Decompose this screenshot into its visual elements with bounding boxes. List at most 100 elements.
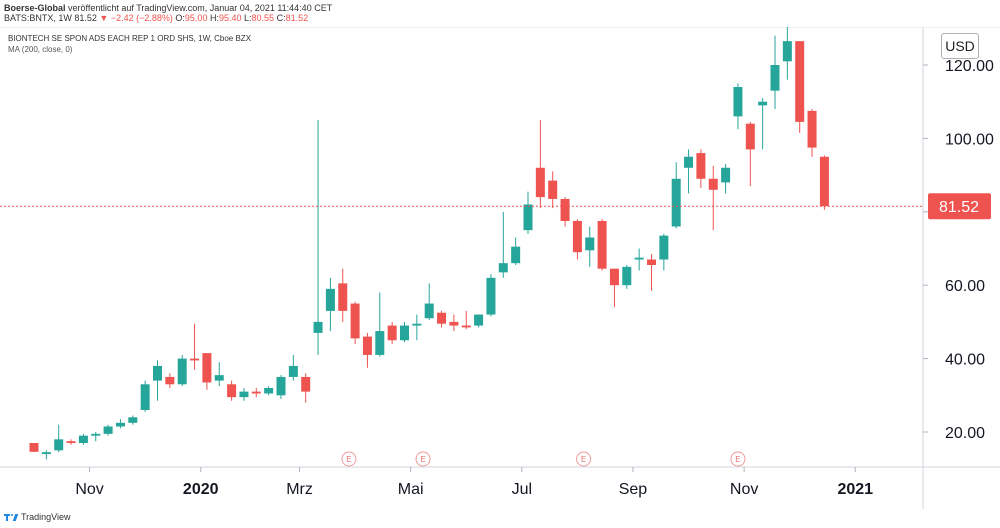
candle-body [424, 303, 434, 319]
candle-body [338, 283, 348, 311]
candle-body [733, 87, 743, 117]
candle-body [684, 156, 694, 168]
last-price: 81.52 [74, 13, 97, 23]
candle-body [449, 321, 459, 326]
candle-body [461, 325, 471, 328]
candle-body [498, 263, 508, 273]
candle-body [745, 123, 755, 150]
close-value: 81.52 [285, 13, 309, 23]
low-label: L: [244, 13, 252, 23]
down-arrow-icon: ▼ [99, 13, 109, 23]
candle-body [325, 288, 335, 311]
candle-body [29, 443, 39, 452]
y-tick-label: 120.00 [945, 58, 994, 75]
candle-body [227, 384, 237, 398]
candle-body [708, 178, 718, 190]
earnings-marker[interactable] [415, 451, 431, 467]
candle-body [115, 422, 125, 427]
indicator-label[interactable]: MA (200, close, 0) [8, 45, 73, 54]
candle-body [721, 167, 731, 183]
candle-body [362, 336, 372, 355]
candle-body [585, 237, 595, 251]
candle-body [400, 325, 409, 341]
x-tick-label: Jul [512, 481, 532, 498]
earnings-marker[interactable] [576, 451, 592, 467]
earnings-marker-label: E [735, 455, 740, 464]
close-label: C: [276, 13, 286, 23]
candle-body [41, 452, 51, 455]
x-tick-label: Nov [75, 481, 103, 498]
candle-body [758, 101, 768, 106]
candle-body [647, 259, 656, 266]
x-tick-label: 2020 [183, 481, 219, 498]
candle-body [474, 314, 484, 326]
currency-button[interactable]: USD [941, 33, 979, 59]
tradingview-logo-icon [4, 513, 19, 522]
candle-body [597, 220, 607, 269]
candle-body [91, 433, 101, 436]
candle-body [239, 391, 249, 398]
candle-body [54, 439, 64, 451]
earnings-marker-label: E [581, 455, 586, 464]
author-name: Boerse-Global [4, 3, 66, 13]
candle-body [560, 198, 570, 221]
candle-body [659, 235, 669, 260]
footer-brand[interactable]: TradingView [4, 512, 71, 522]
candle-body [301, 376, 311, 392]
earnings-marker[interactable] [341, 451, 357, 467]
candle-body [696, 153, 706, 179]
x-tick-label: Mai [398, 481, 424, 498]
candle-body [103, 426, 113, 434]
publish-date: veröffentlicht auf TradingView.com, Janu… [68, 3, 333, 13]
candle-body [819, 156, 829, 207]
candle-body [66, 441, 76, 444]
candle-body [202, 353, 212, 383]
candle-body [572, 220, 582, 253]
candle-body [511, 246, 521, 264]
brand-name: TradingView [21, 512, 71, 522]
candle-body [214, 375, 224, 381]
price-chart[interactable]: 20.00 40.00 60.00 100.00 120.00 Nov 2020 Mrz Mai… [0, 27, 1000, 509]
publish-info: Boerse-Global veröffentlicht auf Trading… [4, 3, 332, 13]
candle-body [128, 417, 138, 423]
last-price-badge [928, 193, 991, 220]
candle-body [190, 358, 200, 361]
chart-title: BIONTECH SE SPON ADS EACH REP 1 ORD SHS,… [8, 34, 252, 43]
candle-body [535, 167, 545, 198]
candle-body [78, 435, 88, 444]
candle-body [795, 41, 805, 122]
earnings-marker-label: E [420, 455, 425, 464]
candle-body [313, 321, 323, 333]
candle-body [634, 257, 644, 260]
earnings-marker-label: E [346, 455, 351, 464]
candle-body [609, 268, 619, 286]
y-tick-label: 60.00 [945, 278, 985, 295]
y-tick-label: 20.00 [945, 425, 985, 442]
candle-body [251, 391, 261, 394]
symbol-label: BATS:BNTX, 1W [4, 13, 72, 23]
open-label: O: [175, 13, 185, 23]
candle-body [412, 323, 422, 326]
earnings-marker[interactable] [730, 451, 746, 467]
y-tick-label: 40.00 [945, 352, 985, 369]
candle-body [486, 277, 496, 315]
candle-body [350, 303, 360, 339]
price-change: −2.42 (−2.88%) [110, 13, 173, 23]
candle-body [264, 387, 274, 394]
candle-body [276, 376, 286, 396]
y-tick-label: 100.00 [945, 131, 994, 148]
candle-body [165, 376, 175, 385]
candle-body [153, 365, 162, 381]
x-tick-label: 2021 [837, 481, 873, 498]
x-tick-label: Nov [730, 481, 758, 498]
candle-body [140, 384, 150, 410]
candle-body [177, 358, 187, 385]
candle-body [523, 204, 533, 231]
candle-body [622, 266, 632, 286]
high-value: 95.40 [218, 13, 242, 23]
high-label: H: [209, 13, 219, 23]
candle-body [782, 41, 792, 62]
candle-body [437, 312, 447, 324]
low-value: 80.55 [251, 13, 275, 23]
ohlc-line: BATS:BNTX, 1W 81.52 ▼ −2.42 (−2.88%) O: 9… [4, 13, 308, 23]
